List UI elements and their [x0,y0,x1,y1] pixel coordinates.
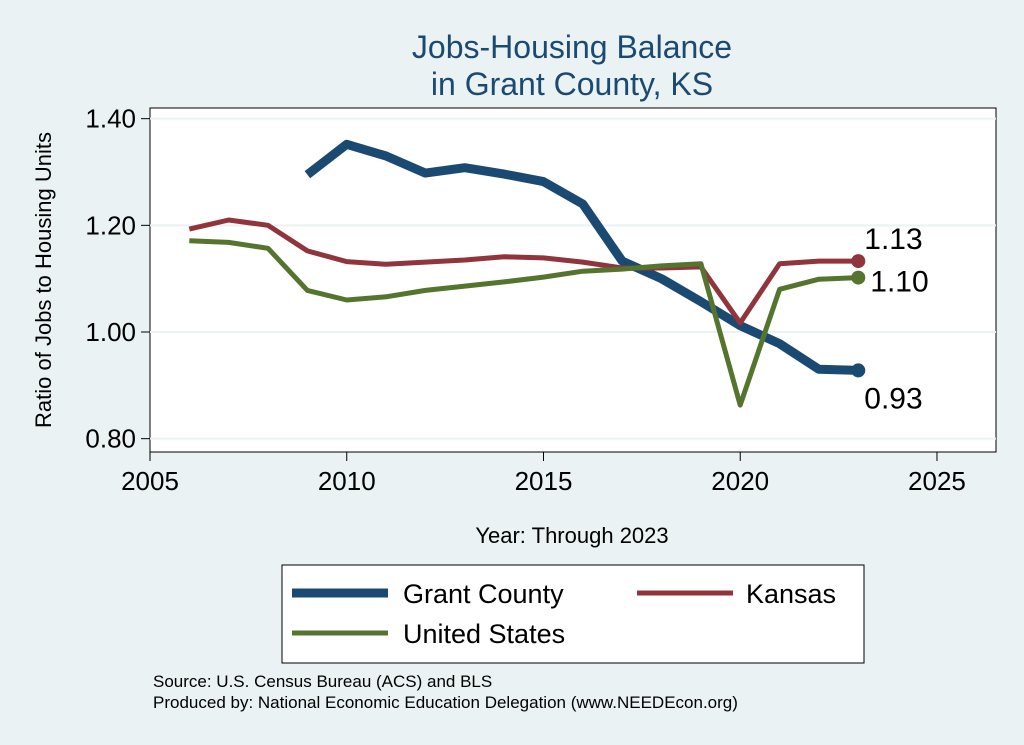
end-marker-united-states [851,270,866,285]
end-value-label-kansas: 1.13 [864,223,922,256]
series-line-united-states [189,238,859,408]
x-axis-label: Year: Through 2023 [475,523,668,548]
producer-note: Produced by: National Economic Education… [153,693,738,712]
end-value-label-united-states: 1.10 [870,266,928,299]
legend-label-grant-county: Grant County [403,579,564,609]
chart-title-line-1: Jobs-Housing Balance [412,29,732,65]
x-tick-label: 2020 [711,466,769,496]
gridlines [150,117,996,440]
chart-title-line-2: in Grant County, KS [431,66,713,102]
x-tick-label: 2010 [318,466,376,496]
x-tick-label: 2005 [121,466,179,496]
legend-label-kansas: Kansas [746,579,836,609]
y-axis-label: Ratio of Jobs to Housing Units [31,132,56,428]
x-tick-label: 2025 [908,466,966,496]
y-tick-label: 1.40 [85,104,136,134]
y-tick-label: 1.00 [85,317,136,347]
end-marker-grant-county [851,363,866,378]
end-marker-kansas [851,254,866,269]
series-lines: 0.93 1.13 1.10 [188,139,929,415]
legend-box [281,564,865,664]
x-axis: 2005 2010 2015 2020 2025 [121,452,966,496]
series-line-grant-county [304,139,859,375]
x-tick-label: 2015 [515,466,573,496]
y-tick-label: 0.80 [85,424,136,454]
end-value-label-grant-county: 0.93 [864,382,922,415]
legend: Grant County Kansas United States [281,564,865,664]
y-axis: 0.80 1.00 1.20 1.40 [85,104,150,454]
y-tick-label: 1.20 [85,210,136,240]
legend-label-united-states: United States [403,619,565,649]
source-note: Source: U.S. Census Bureau (ACS) and BLS [153,672,492,691]
series-line-kansas [188,217,859,326]
